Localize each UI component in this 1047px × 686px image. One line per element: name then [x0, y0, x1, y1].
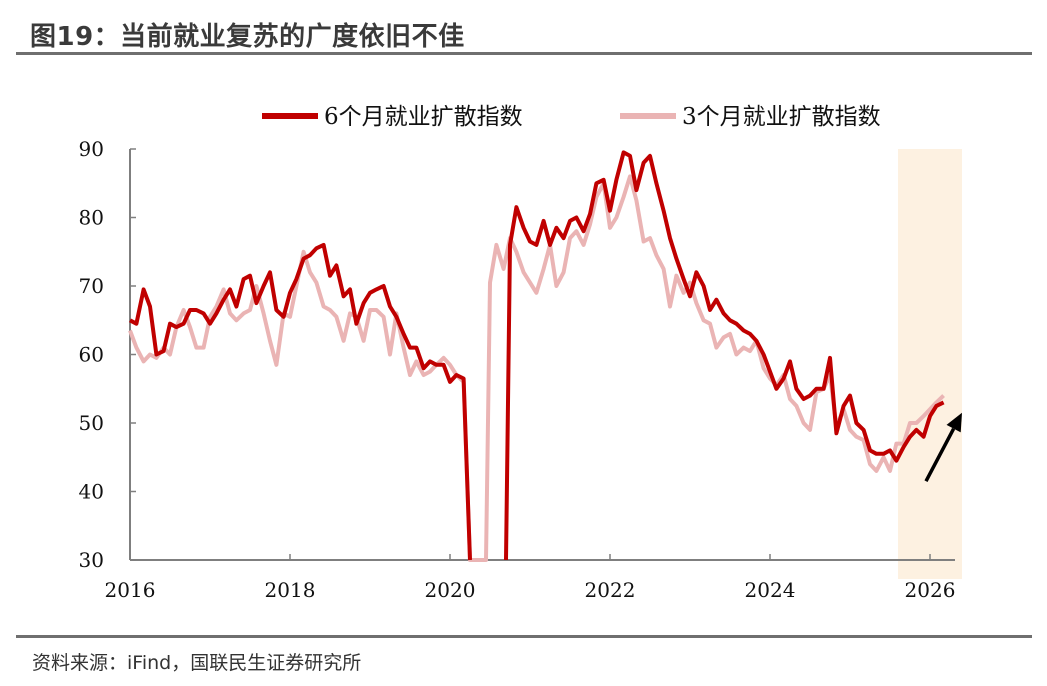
x-tick-label: 2022 [585, 578, 636, 602]
y-tick-label: 80 [79, 206, 104, 230]
y-tick-label: 50 [79, 411, 104, 435]
x-tick-label: 2026 [905, 578, 956, 602]
x-tick-label: 2018 [265, 578, 316, 602]
x-tick-label: 2024 [745, 578, 796, 602]
title-divider [16, 52, 1032, 55]
trend-arrow-shaft [924, 427, 956, 483]
series-6m-line-post2020 [504, 150, 945, 561]
y-tick-label: 60 [79, 343, 104, 367]
legend-label-6m: 6个月就业扩散指数 [324, 104, 523, 130]
x-tick-label: 2020 [425, 578, 476, 602]
source-note: 资料来源：iFind，国联民生证券研究所 [32, 652, 362, 674]
trend-arrow-head [946, 412, 962, 433]
series-6m-line-pre2020 [129, 242, 472, 561]
y-tick-label: 30 [79, 548, 104, 572]
legend-label-3m: 3个月就业扩散指数 [682, 104, 881, 130]
y-tick-label: 90 [79, 137, 104, 161]
y-tick-label: 40 [79, 480, 104, 504]
series-3m-line [128, 174, 945, 562]
chart-title: 图19：当前就业复苏的广度依旧不佳 [30, 22, 465, 52]
y-tick-label: 70 [79, 274, 104, 298]
x-tick-label: 2016 [105, 578, 156, 602]
footer-divider [16, 635, 1032, 638]
highlight-band [898, 149, 962, 579]
